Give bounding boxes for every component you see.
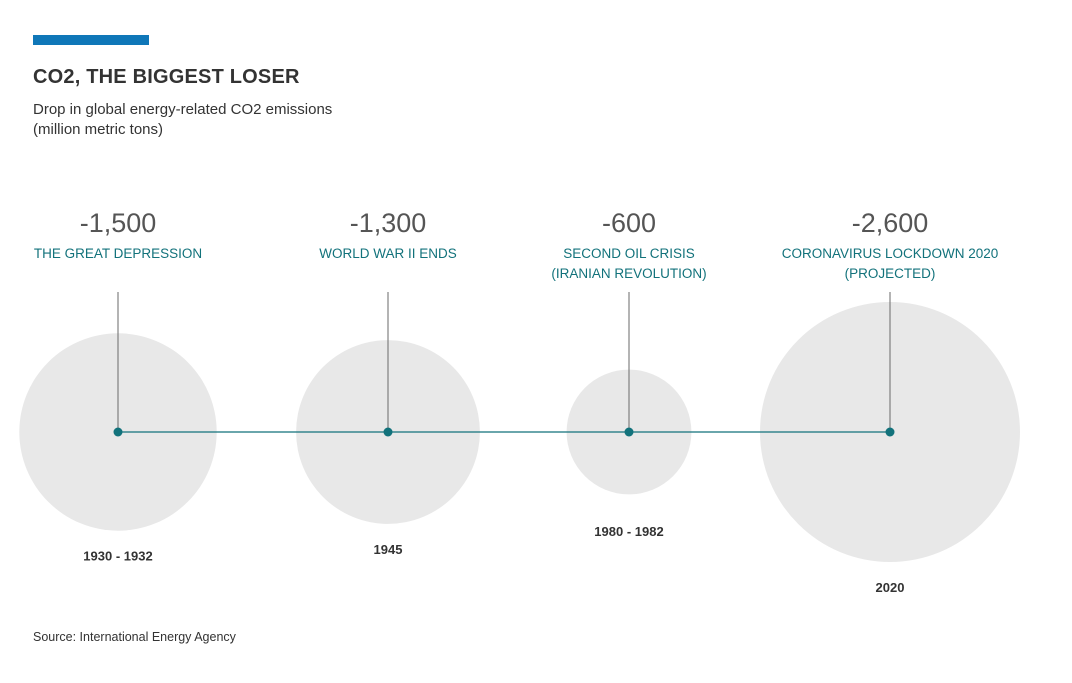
point-dot-3 — [885, 427, 895, 437]
event-label-1-0: WORLD WAR II ENDS — [319, 246, 457, 261]
value-label-0: -1,500 — [80, 208, 157, 238]
chart-title: CO2, THE BIGGEST LOSER — [33, 66, 300, 88]
event-label-0-0: THE GREAT DEPRESSION — [34, 246, 202, 261]
event-label-3-1: (PROJECTED) — [845, 266, 936, 281]
point-dot-1 — [383, 427, 393, 437]
period-label-3: 2020 — [876, 580, 905, 595]
period-label-0: 1930 - 1932 — [83, 549, 152, 564]
chart-subtitle: Drop in global energy-related CO2 emissi… — [33, 100, 332, 140]
subtitle-line-2: (million metric tons) — [33, 121, 164, 138]
event-label-2-1: (IRANIAN REVOLUTION) — [551, 266, 706, 281]
source-note: Source: International Energy Agency — [33, 630, 236, 644]
point-dot-0 — [113, 427, 123, 437]
period-label-1: 1945 — [374, 542, 403, 557]
accent-bar — [33, 35, 149, 45]
event-label-2-0: SECOND OIL CRISIS — [563, 246, 695, 261]
value-label-3: -2,600 — [852, 208, 929, 238]
value-label-1: -1,300 — [350, 208, 427, 238]
period-label-2: 1980 - 1982 — [594, 524, 663, 539]
point-dot-2 — [624, 427, 634, 437]
subtitle-line-1: Drop in global energy-related CO2 emissi… — [33, 101, 333, 118]
event-label-3-0: CORONAVIRUS LOCKDOWN 2020 — [782, 246, 999, 261]
value-label-2: -600 — [602, 208, 656, 238]
